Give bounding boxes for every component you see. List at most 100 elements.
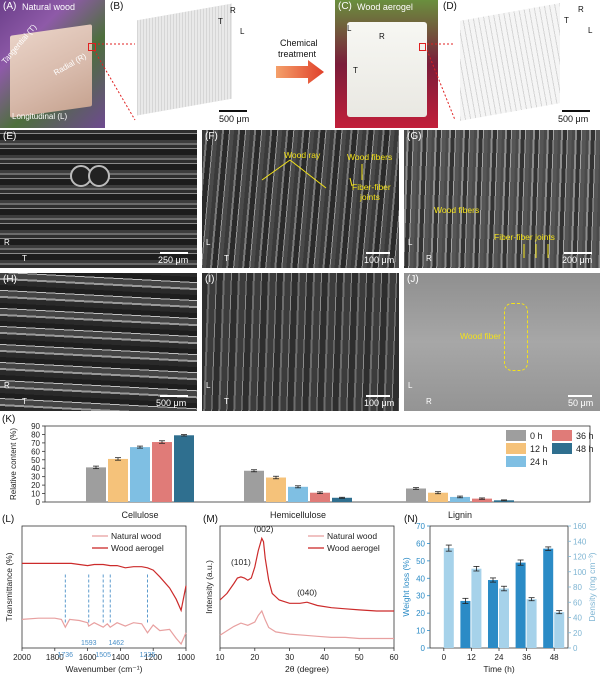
x-tick-label: 0 bbox=[442, 653, 447, 662]
y-tick-label: 20 bbox=[416, 609, 425, 618]
legend-swatch bbox=[506, 430, 526, 441]
scale-text: 50 μm bbox=[568, 398, 594, 408]
scale-bar bbox=[564, 252, 592, 254]
axis-t: T bbox=[22, 397, 27, 406]
y2-tick-label: 120 bbox=[573, 553, 587, 562]
panel-title: Natural wood bbox=[22, 2, 76, 12]
panel-c: (C) Wood aerogel L R T bbox=[335, 0, 438, 128]
y2-tick-label: 0 bbox=[573, 644, 578, 653]
x-tick-label: 40 bbox=[320, 653, 329, 662]
legend-label: Wood aerogel bbox=[111, 543, 164, 553]
x-axis-label: Time (h) bbox=[483, 664, 514, 674]
panel-a: (A) Natural wood Tangential (T) Radial (… bbox=[0, 0, 105, 128]
legend-label: 12 h bbox=[530, 444, 548, 454]
scale-text: 100 μm bbox=[364, 398, 395, 408]
x-tick-label: 20 bbox=[250, 653, 259, 662]
wood-fiber-note: Wood fiber bbox=[460, 331, 501, 341]
bar bbox=[86, 467, 106, 502]
scale-text: 500 μm bbox=[558, 114, 589, 124]
panel-label: (F) bbox=[205, 131, 218, 142]
legend-label: 0 h bbox=[530, 431, 543, 441]
x-axis-label: Wavenumber (cm⁻¹) bbox=[66, 664, 143, 674]
panel-l-label: (L) bbox=[2, 514, 15, 525]
panel-m-label: (M) bbox=[203, 514, 218, 525]
axis-l: L bbox=[408, 238, 413, 247]
y-tick-label: 50 bbox=[416, 557, 425, 566]
zoom-lines-left bbox=[93, 43, 136, 121]
y-tick-label: 20 bbox=[31, 481, 40, 490]
bar bbox=[406, 488, 426, 502]
series-line bbox=[219, 609, 394, 640]
y-axis-label: Transmittance (%) bbox=[4, 552, 14, 621]
x-tick-label: 1200 bbox=[144, 653, 162, 662]
y-tick-label: 50 bbox=[31, 456, 40, 465]
x-tick-label: 1000 bbox=[177, 653, 195, 662]
x-tick-label: 36 bbox=[522, 653, 531, 662]
legend-label: 36 h bbox=[576, 431, 594, 441]
x-tick-label: 1600 bbox=[79, 653, 97, 662]
bar bbox=[543, 548, 554, 648]
bar bbox=[288, 486, 308, 502]
bar bbox=[472, 498, 492, 502]
scale-text: 500 μm bbox=[156, 398, 187, 408]
annotation-arrows bbox=[261, 159, 363, 189]
bar bbox=[488, 580, 498, 648]
bar bbox=[554, 612, 565, 648]
y-tick-label: 30 bbox=[31, 473, 40, 482]
panel-b: (B) 500 μm bbox=[107, 0, 277, 128]
legend-label: Natural wood bbox=[327, 531, 377, 541]
bar bbox=[515, 562, 526, 648]
y-axis-label: Intensity (a.u.) bbox=[204, 560, 214, 614]
y-tick-label: 70 bbox=[31, 439, 40, 448]
legend-label: Wood aerogel bbox=[327, 543, 380, 553]
peak-label: (101) bbox=[231, 557, 251, 567]
scale-text: 250 μm bbox=[158, 255, 189, 265]
bar bbox=[310, 492, 330, 502]
annotation-arrows bbox=[523, 244, 549, 258]
y2-tick-label: 80 bbox=[573, 583, 582, 592]
plot-frame bbox=[219, 525, 395, 649]
vessel-image-2 bbox=[88, 165, 110, 187]
panel-n-label: (N) bbox=[404, 514, 418, 525]
panel-f: (F) Wood ray Wood fibers Fiber-fiber joi… bbox=[202, 130, 399, 268]
fiber-joints-note-1: Fiber-fiber bbox=[352, 182, 391, 192]
axis-t: T bbox=[224, 254, 229, 263]
panel-label: (A) bbox=[3, 1, 17, 12]
y-tick-label: 10 bbox=[416, 627, 425, 636]
panel-label: (E) bbox=[3, 131, 17, 142]
arrow-text-2: treatment bbox=[278, 49, 317, 59]
ct-volume-render bbox=[460, 3, 560, 121]
x-tick-label: 2000 bbox=[13, 653, 31, 662]
category-label: Lignin bbox=[448, 510, 472, 520]
chart-m: 10 20 30 40 50 60 2θ (degree) Intensity (a.u.) (… bbox=[204, 524, 399, 674]
annotation-label: 1462 bbox=[108, 640, 124, 647]
x-tick-label: 50 bbox=[355, 653, 364, 662]
bar bbox=[174, 435, 194, 502]
x-tick-label: 1800 bbox=[46, 653, 64, 662]
y-tick-label: 0 bbox=[421, 644, 426, 653]
panel-d: (D) R T L 500 μm bbox=[440, 0, 600, 128]
y-axis-label: Relative content (%) bbox=[9, 428, 18, 500]
legend-swatch bbox=[552, 430, 572, 441]
panel-label: (H) bbox=[3, 274, 17, 285]
zoom-marker bbox=[419, 43, 426, 51]
axis-t: T bbox=[22, 254, 27, 263]
arrow-text-1: Chemical bbox=[280, 38, 318, 48]
annotation-label: 1505 bbox=[95, 652, 111, 659]
axis-l: L bbox=[408, 381, 413, 390]
y-tick-label: 40 bbox=[416, 574, 425, 583]
axis-l: L bbox=[588, 26, 593, 35]
chart-n: 010203040506070020406080100120140160Weig… bbox=[401, 522, 597, 674]
legend-swatch bbox=[506, 443, 526, 454]
bar bbox=[471, 568, 482, 648]
panel-g: (G) Wood fibers Fiber-fiber joints L R 2… bbox=[404, 130, 600, 268]
b-axis-l: L bbox=[240, 27, 245, 36]
chart-l: 2000 1800 1600 1400 1200 1000 Wavenumber (cm⁻¹… bbox=[4, 525, 195, 674]
axis-l: L bbox=[206, 381, 211, 390]
peak-label: (002) bbox=[254, 524, 274, 534]
panel-i: (I) L T 100 μm bbox=[202, 273, 399, 411]
x-tick-label: 12 bbox=[467, 653, 476, 662]
y-axis-label: Weight loss (%) bbox=[401, 557, 411, 617]
bar bbox=[526, 599, 537, 648]
panel-label: (B) bbox=[110, 1, 124, 12]
